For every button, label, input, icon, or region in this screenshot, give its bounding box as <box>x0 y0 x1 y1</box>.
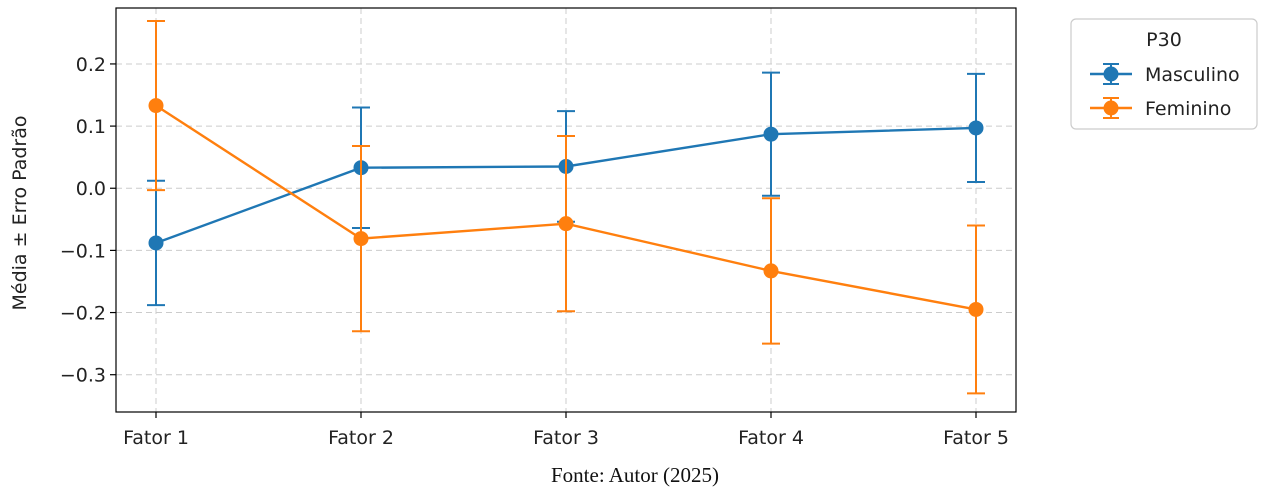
legend-title: P30 <box>1146 29 1182 51</box>
data-point <box>148 98 164 114</box>
legend-marker <box>1103 100 1119 116</box>
y-tick-label: −0.1 <box>60 240 106 262</box>
legend-item-masculino: Masculino <box>1090 63 1240 86</box>
x-tick-label: Fator 4 <box>738 427 804 449</box>
data-point <box>763 263 779 279</box>
data-point <box>968 120 984 136</box>
data-point <box>763 126 779 142</box>
y-tick-label: 0.2 <box>76 54 106 76</box>
y-tick-label: −0.3 <box>60 365 106 387</box>
data-point <box>558 216 574 232</box>
series-feminino <box>147 20 985 395</box>
legend-item-feminino: Feminino <box>1090 97 1231 120</box>
data-point <box>968 301 984 317</box>
series-group <box>147 20 985 395</box>
data-point <box>148 235 164 251</box>
x-tick-label: Fator 3 <box>533 427 599 449</box>
legend-marker <box>1103 66 1119 82</box>
y-tick-label: 0.0 <box>76 178 106 200</box>
x-tick-label: Fator 1 <box>123 427 189 449</box>
y-tick-label: 0.1 <box>76 116 106 138</box>
legend-label: Feminino <box>1145 98 1231 120</box>
legend-box <box>1070 18 1258 130</box>
y-axis-label: Média ± Erro Padrão <box>9 116 31 311</box>
data-point <box>353 231 369 247</box>
axes: 0.2 0.1 0.0 −0.1 −0.2 −0.3 Fator 1 Fator 2 Fator… <box>60 7 1017 449</box>
error-bar-chart: 0.2 0.1 0.0 −0.1 −0.2 −0.3 Fator 1 Fator 2 Fator… <box>9 7 1258 449</box>
legend: P30 Masculino Feminino <box>1070 18 1258 130</box>
x-tick-label: Fator 2 <box>328 427 394 449</box>
figure-caption: Fonte: Autor (2025) <box>551 463 719 487</box>
legend-label: Masculino <box>1145 64 1240 86</box>
x-tick-label: Fator 5 <box>943 427 1009 449</box>
y-tick-label: −0.2 <box>60 303 106 325</box>
